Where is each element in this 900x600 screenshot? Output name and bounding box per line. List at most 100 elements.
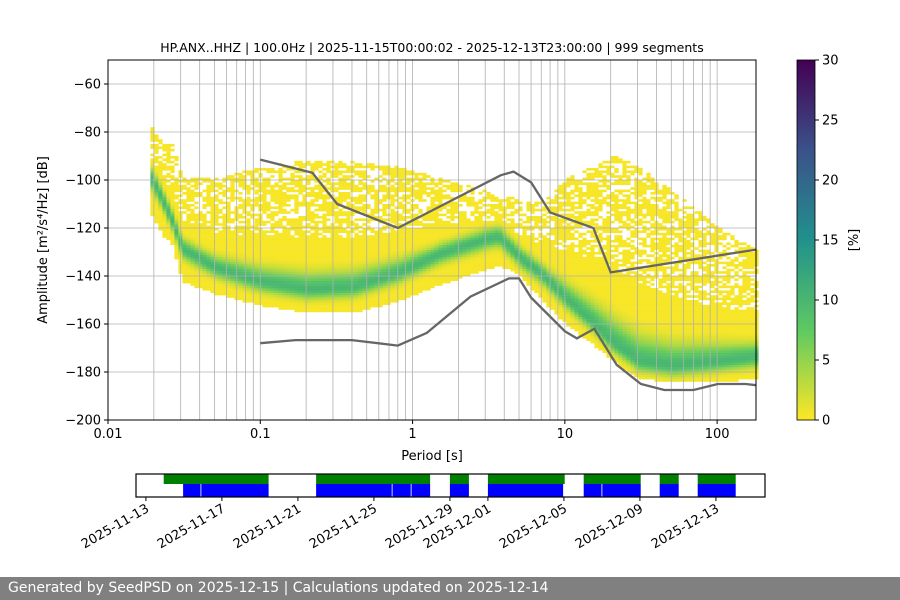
heatmap-cell xyxy=(470,237,475,241)
heatmap-cell xyxy=(226,175,231,178)
heatmap-cell xyxy=(334,244,339,248)
heatmap-cell xyxy=(438,271,443,274)
heatmap-cell xyxy=(362,252,367,255)
heatmap-cell xyxy=(226,201,231,205)
heatmap-cell xyxy=(406,271,411,274)
heatmap-cell xyxy=(246,290,251,293)
heatmap-cell xyxy=(162,144,167,147)
heatmap-cell xyxy=(186,182,191,185)
heatmap-cell xyxy=(454,249,459,253)
heatmap-cell xyxy=(350,280,355,284)
heatmap-cell xyxy=(394,192,399,195)
heatmap-cell xyxy=(282,273,287,277)
heatmap-cell xyxy=(494,206,499,209)
heatmap-cell xyxy=(294,170,299,173)
heatmap-cell xyxy=(170,192,175,195)
heatmap-cell xyxy=(566,225,571,229)
heatmap-cell xyxy=(150,199,155,202)
heatmap-cell xyxy=(418,230,423,233)
heatmap-cell xyxy=(318,232,323,236)
heatmap-cell xyxy=(398,271,403,274)
heatmap-cell xyxy=(286,302,291,305)
heatmap-cell xyxy=(330,172,335,176)
heatmap-cell xyxy=(182,232,187,236)
heatmap-cell xyxy=(598,266,603,269)
heatmap-cell xyxy=(210,268,215,272)
heatmap-cell xyxy=(246,259,251,262)
heatmap-cell xyxy=(466,256,471,260)
heatmap-cell xyxy=(326,182,331,185)
heatmap-cell xyxy=(598,314,603,317)
heatmap-cell xyxy=(338,283,343,286)
heatmap-cell xyxy=(406,211,411,214)
heatmap-cell xyxy=(154,139,159,142)
heatmap-cell xyxy=(606,321,611,325)
heatmap-cell xyxy=(202,213,207,217)
heatmap-cell xyxy=(302,307,307,310)
heatmap-cell xyxy=(602,160,607,164)
heatmap-cell xyxy=(574,328,579,332)
heatmap-cell xyxy=(170,230,175,233)
heatmap-cell xyxy=(590,285,595,289)
heatmap-cell xyxy=(386,194,391,197)
heatmap-cell xyxy=(378,180,383,183)
heatmap-cell xyxy=(362,249,367,253)
heatmap-cell xyxy=(162,230,167,233)
heatmap-cell xyxy=(222,240,227,243)
heatmap-cell xyxy=(270,216,275,219)
heatmap-cell xyxy=(454,264,459,267)
heatmap-cell xyxy=(566,247,571,250)
heatmap-cell xyxy=(250,288,255,291)
heatmap-cell xyxy=(538,208,543,212)
heatmap-cell xyxy=(578,201,583,205)
heatmap-cell xyxy=(426,256,431,260)
heatmap-cell xyxy=(370,168,375,171)
heatmap-cell xyxy=(454,211,459,214)
heatmap-cell xyxy=(170,223,175,226)
heatmap-cell xyxy=(242,254,247,257)
heatmap-cell xyxy=(222,254,227,257)
heatmap-cell xyxy=(518,213,523,217)
heatmap-cell xyxy=(242,283,247,286)
heatmap-cell xyxy=(194,276,199,279)
heatmap-cell xyxy=(534,264,539,267)
heatmap-cell xyxy=(350,242,355,245)
heatmap-cell xyxy=(358,196,363,200)
heatmap-cell xyxy=(450,196,455,200)
heatmap-cell xyxy=(578,264,583,267)
heatmap-cell xyxy=(594,309,599,313)
heatmap-cell xyxy=(214,218,219,221)
heatmap-cell xyxy=(414,247,419,250)
heatmap-cell xyxy=(442,184,447,188)
heatmap-cell xyxy=(606,355,611,358)
heatmap-cell xyxy=(314,297,319,301)
heatmap-cell xyxy=(238,204,243,207)
heatmap-cell xyxy=(518,235,523,238)
heatmap-cell xyxy=(338,278,343,281)
heatmap-cell xyxy=(574,266,579,269)
heatmap-cell xyxy=(186,199,191,202)
heatmap-cell xyxy=(430,225,435,229)
heatmap-cell xyxy=(350,254,355,257)
heatmap-cell xyxy=(366,297,371,301)
heatmap-cell xyxy=(366,189,371,193)
heatmap-cell xyxy=(582,261,587,265)
heatmap-cell xyxy=(166,180,171,183)
heatmap-cell xyxy=(530,259,535,262)
heatmap-cell xyxy=(506,235,511,238)
heatmap-cell xyxy=(558,264,563,267)
heatmap-cell xyxy=(578,225,583,229)
heatmap-cell xyxy=(418,285,423,289)
heatmap-cell xyxy=(338,192,343,195)
heatmap-cell xyxy=(254,261,259,265)
heatmap-cell xyxy=(590,336,595,339)
heatmap-cell xyxy=(486,244,491,248)
heatmap-cell xyxy=(542,247,547,250)
heatmap-cell xyxy=(282,266,287,269)
heatmap-cell xyxy=(166,228,171,231)
heatmap-cell xyxy=(474,268,479,272)
heatmap-cell xyxy=(190,225,195,229)
heatmap-cell xyxy=(606,345,611,349)
heatmap-cell xyxy=(586,326,591,329)
heatmap-cell xyxy=(334,256,339,260)
